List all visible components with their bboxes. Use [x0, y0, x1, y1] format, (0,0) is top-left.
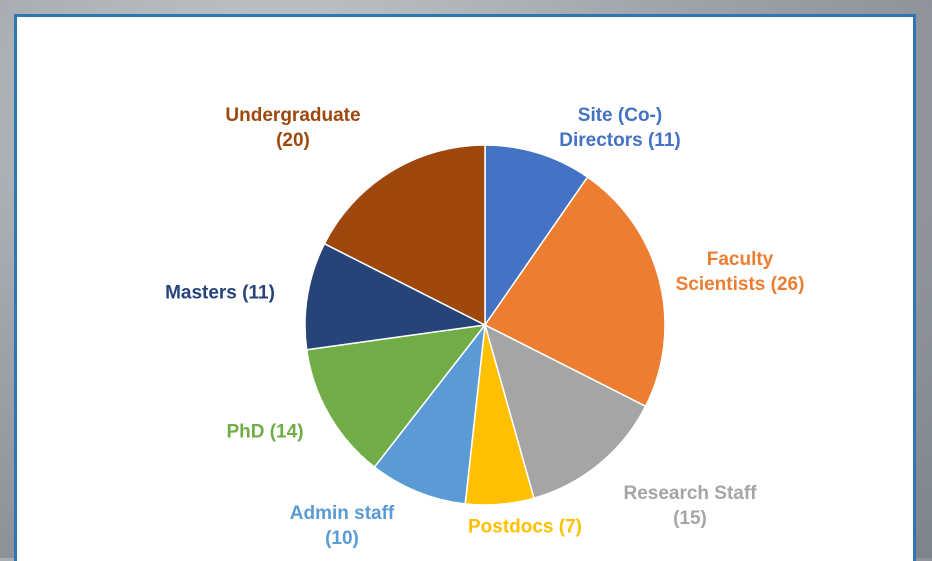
value-label: (14) [269, 421, 304, 443]
category-label: Research Staff [623, 483, 757, 504]
pie-slice [483, 176, 666, 408]
category-label: PhD [226, 421, 265, 443]
value-label: (20) [276, 130, 310, 151]
category-label: Admin staff [289, 503, 395, 524]
value-label: (15) [673, 508, 707, 529]
value-label: (7) [558, 516, 583, 538]
value-label: (26) [770, 274, 805, 295]
category-label: Masters [165, 282, 237, 304]
value-label: (10) [325, 528, 359, 549]
slice-label: Research Staff (15) [610, 481, 770, 531]
slice-label: Site (Co-) Directors (11) [545, 103, 695, 153]
slice-label: Undergraduate (20) [218, 103, 368, 153]
value-label: (11) [242, 282, 275, 304]
category-label: Faculty Scientists [675, 249, 774, 295]
pie-slice [373, 322, 487, 505]
category-label: Site (Co-) Directors [559, 105, 663, 151]
pie-slice [304, 242, 488, 351]
slice-label: Admin staff (10) [272, 501, 412, 551]
pie-slice [484, 144, 589, 328]
category-label: Postdocs [467, 516, 554, 538]
slice-label: Faculty Scientists (26) [660, 247, 820, 297]
pie-slice [323, 144, 486, 327]
pie-slice [483, 323, 647, 500]
slice-label: PhD (14) [165, 420, 365, 445]
category-label: Undergraduate [225, 105, 361, 126]
slice-label: Masters (11) [120, 281, 320, 306]
value-label: (11) [647, 130, 681, 151]
pie-slice [305, 324, 487, 469]
slice-label: Postdocs (7) [415, 515, 635, 540]
